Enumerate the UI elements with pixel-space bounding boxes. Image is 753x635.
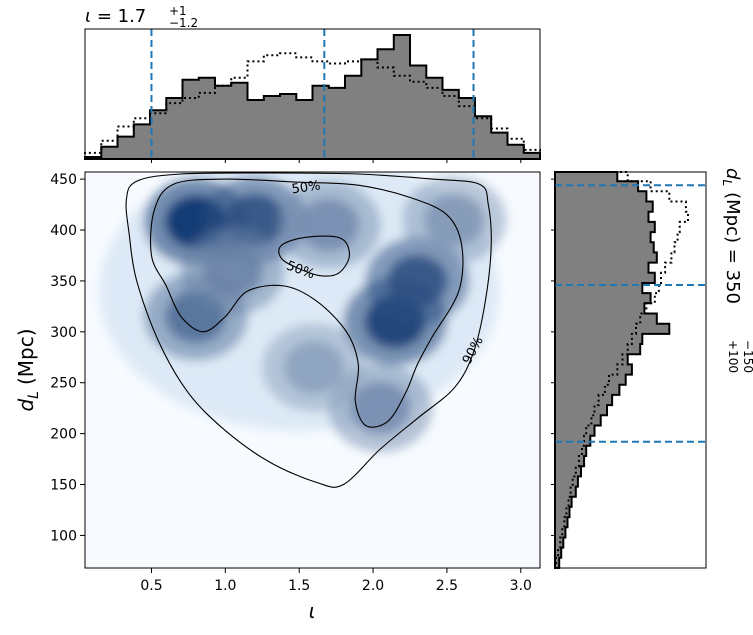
- right-marginal-histogram: dL (Mpc) = 350 +100 −150: [551, 168, 753, 569]
- y-tick-label: 150: [50, 478, 77, 494]
- right-subtitle: dL (Mpc) = 350: [720, 168, 743, 304]
- right-subtitle-eq: =: [722, 243, 743, 270]
- top-subtitle-plus: +1: [169, 4, 187, 18]
- y-tick-label: 450: [50, 172, 77, 188]
- top-subtitle-symbol: ι: [85, 6, 91, 27]
- top-histogram-filled: [84, 34, 541, 160]
- density-heatmap: [99, 172, 507, 453]
- density-blob: [298, 198, 359, 251]
- y-axis-label-sub: L: [26, 391, 42, 399]
- x-tick-label: 3.0: [510, 578, 532, 594]
- right-histogram-bars: [554, 171, 689, 569]
- right-subtitle-sub: L: [720, 179, 734, 186]
- contour-50-line: [150, 178, 464, 428]
- x-axis-label: ι: [309, 599, 316, 623]
- top-histogram-bars: [84, 34, 541, 160]
- density-blob: [387, 254, 448, 307]
- credible-contours: [125, 172, 492, 488]
- contour-label: 50%: [291, 178, 322, 197]
- y-tick-label: 400: [50, 223, 77, 239]
- y-axis-label: dL (Mpc): [14, 328, 42, 411]
- density-blob: [283, 341, 344, 394]
- right-subtitle-unit: (Mpc): [722, 192, 743, 243]
- right-histogram-filled: [554, 171, 671, 569]
- right-subtitle-value: 350: [722, 270, 743, 304]
- x-tick-label: 1.0: [214, 578, 236, 594]
- contour-90-line: [125, 172, 492, 488]
- joint-density-panel: 90%50%50% 0.5 1.0 1.5 2.0 2.5 3.0 10015020025…: [14, 171, 541, 623]
- joint-panel-frame: [84, 171, 541, 569]
- right-subtitle-symbol: d: [722, 168, 743, 180]
- x-tick-label: 1.5: [288, 578, 310, 594]
- y-tick-label: 350: [50, 274, 77, 290]
- right-subtitle-plus: +100: [726, 340, 740, 373]
- y-tick-label: 200: [50, 427, 77, 443]
- right-histogram-dotted: [555, 171, 689, 569]
- top-x-ticks: [150, 159, 522, 163]
- x-tick-label: 0.5: [140, 578, 162, 594]
- x-tick-label: 2.5: [436, 578, 458, 594]
- top-subtitle: ι = 1.7: [85, 6, 146, 27]
- y-axis-label-unit: (Mpc): [14, 328, 38, 385]
- y-tick-label: 250: [50, 376, 77, 392]
- contour-50-line: [278, 235, 350, 277]
- y-axis-label-main: d: [14, 399, 38, 412]
- top-subtitle-minus: −1.2: [169, 16, 198, 30]
- top-subtitle-eq: =: [91, 6, 118, 27]
- density-blob: [424, 193, 485, 246]
- density-blob: [202, 244, 263, 297]
- right-y-ticks: [551, 178, 555, 536]
- right-subtitle-minus: −150: [741, 340, 753, 373]
- joint-y-ticks: 100 150 200 250 300 350 400 450: [50, 172, 85, 544]
- y-tick-label: 300: [50, 325, 77, 341]
- y-tick-label: 100: [50, 528, 77, 544]
- joint-x-ticks: 0.5 1.0 1.5 2.0 2.5 3.0: [140, 568, 532, 594]
- top-subtitle-value: 1.7: [118, 6, 147, 27]
- right-panel-frame: [554, 171, 707, 569]
- top-marginal-histogram: ι = 1.7 +1 −1.2: [84, 4, 541, 163]
- top-panel-frame: [84, 28, 541, 160]
- right-quantile-lines: [555, 184, 706, 443]
- density-blob: [350, 382, 411, 435]
- x-tick-label: 2.0: [362, 578, 384, 594]
